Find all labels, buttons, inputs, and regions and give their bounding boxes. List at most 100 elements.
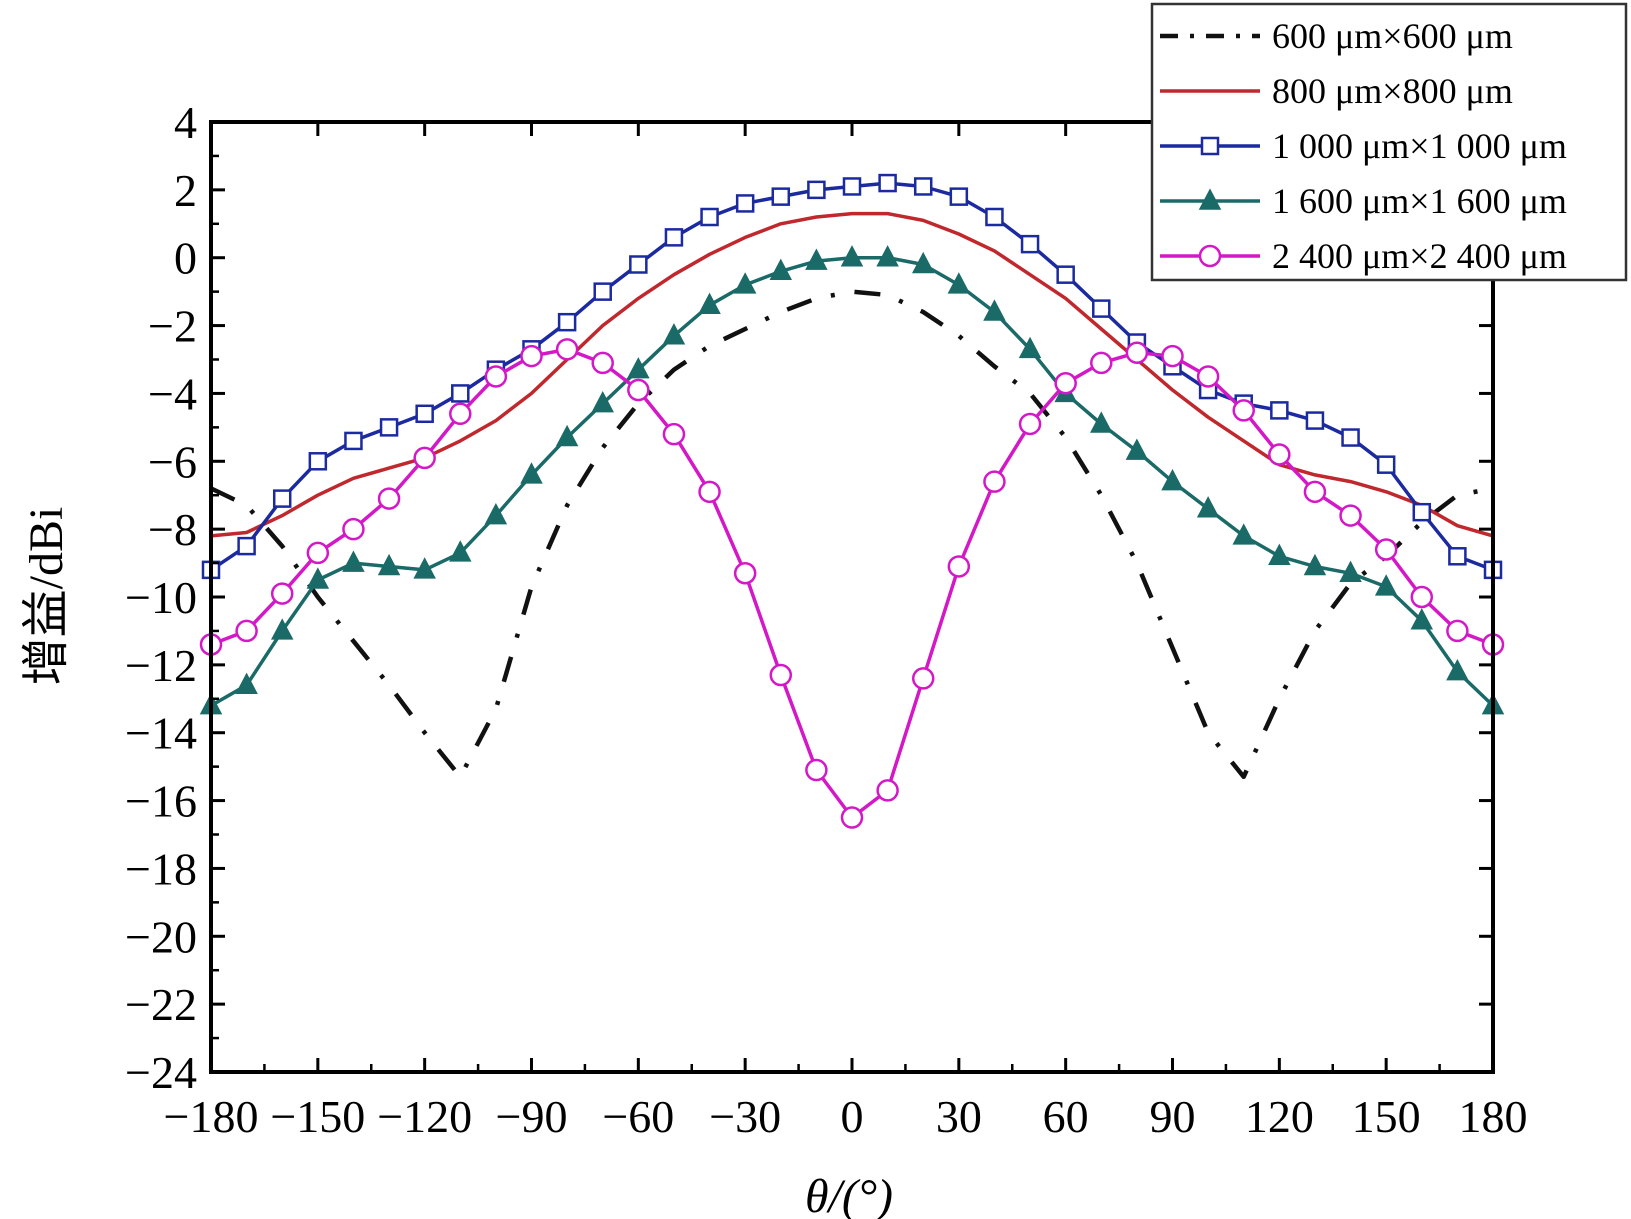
series-marker <box>1196 365 1220 388</box>
y-tick-label: −18 <box>125 843 197 894</box>
series-marker <box>735 194 755 213</box>
legend-label: 1 600 μm×1 600 μm <box>1272 181 1567 221</box>
series-marker <box>1125 438 1149 460</box>
series-marker <box>520 462 543 484</box>
series-marker <box>700 207 719 227</box>
series-marker <box>1090 411 1113 433</box>
series-marker <box>698 292 721 314</box>
series-marker <box>878 173 897 193</box>
series-marker <box>1410 608 1434 630</box>
series-marker <box>1410 585 1434 609</box>
series-marker <box>1090 351 1113 375</box>
legend-label: 1 000 μm×1 000 μm <box>1272 126 1567 166</box>
series-marker <box>1198 244 1222 268</box>
x-tick-label: −180 <box>164 1091 259 1142</box>
series-marker <box>306 541 330 565</box>
series-marker <box>1339 560 1362 582</box>
series-marker <box>484 502 508 525</box>
series-marker <box>1268 443 1291 466</box>
legend-entry: 600 μm×600 μm <box>1160 16 1513 56</box>
series-marker <box>520 344 543 368</box>
series-marker <box>235 672 258 694</box>
series-marker <box>1125 341 1149 364</box>
x-tick-label: −120 <box>377 1091 472 1142</box>
series-marker <box>1020 234 1040 254</box>
series-marker <box>1232 523 1255 545</box>
legend-label: 800 μm×800 μm <box>1272 71 1513 111</box>
series-marker <box>308 452 328 471</box>
legend-entry: 2 400 μm×2 400 μm <box>1160 236 1567 276</box>
series-marker <box>771 187 791 206</box>
x-tick-label: −60 <box>602 1091 674 1142</box>
series-marker <box>449 540 472 562</box>
series-marker <box>1161 344 1184 368</box>
y-tick-label: −10 <box>125 572 197 623</box>
series-marker <box>805 758 828 782</box>
series-marker <box>1092 299 1111 318</box>
x-tick-label: 120 <box>1245 1091 1314 1142</box>
series-marker <box>949 187 969 206</box>
series-marker <box>342 550 365 572</box>
series-marker <box>557 312 577 332</box>
y-tick-label: −24 <box>125 1047 197 1098</box>
series-marker <box>1161 469 1184 491</box>
series-marker <box>662 323 686 345</box>
series-marker <box>1303 480 1327 504</box>
series-marker <box>733 562 757 585</box>
legend-box <box>1150 2 1628 282</box>
series-marker <box>698 480 721 504</box>
series-marker <box>913 177 933 196</box>
series-marker <box>413 446 436 470</box>
series-marker <box>1339 504 1362 527</box>
series-marker <box>1054 372 1077 395</box>
series-marker <box>805 248 828 270</box>
series-marker <box>985 207 1004 227</box>
series-line <box>210 289 1494 780</box>
series-layer <box>199 173 1505 829</box>
series-marker <box>484 365 508 388</box>
series-marker <box>807 180 826 200</box>
y-tick-label: −4 <box>148 368 197 419</box>
series-marker <box>1446 619 1469 643</box>
x-tick-label: 0 <box>841 1091 864 1142</box>
series-marker <box>1018 412 1042 436</box>
series-line <box>210 347 1494 820</box>
series-marker <box>876 779 899 802</box>
y-tick-label: −2 <box>148 301 197 352</box>
y-tick-label: 4 <box>174 97 197 148</box>
legend-entry: 1 000 μm×1 000 μm <box>1160 126 1567 166</box>
series-marker <box>377 487 401 510</box>
series-marker <box>947 272 971 294</box>
series-marker <box>1374 574 1398 596</box>
series-marker <box>1196 496 1220 518</box>
legend-entry: 1 600 μm×1 600 μm <box>1160 181 1567 221</box>
legend-label: 600 μm×600 μm <box>1272 16 1513 56</box>
series-marker <box>1303 553 1327 576</box>
series-marker <box>842 177 862 196</box>
series-marker <box>1341 428 1360 447</box>
series-marker <box>1018 336 1042 359</box>
series-marker <box>1270 401 1289 420</box>
x-tick-label: −90 <box>496 1091 568 1142</box>
series-marker <box>627 357 650 379</box>
series-marker <box>272 489 292 508</box>
y-tick-label: −16 <box>125 776 197 827</box>
series-marker <box>1198 188 1222 210</box>
series-marker <box>270 618 294 640</box>
x-tick-label: −150 <box>270 1091 365 1142</box>
series-marker <box>1412 502 1432 522</box>
series-marker <box>627 378 650 402</box>
series-marker <box>415 404 434 424</box>
series-marker <box>306 567 330 589</box>
y-tick-label: −20 <box>125 911 197 962</box>
series-marker <box>769 663 793 687</box>
series-marker <box>1376 455 1396 474</box>
series-marker <box>342 517 365 541</box>
series-marker <box>449 402 472 426</box>
series-marker <box>947 555 971 578</box>
x-tick-label: 60 <box>1043 1091 1089 1142</box>
y-tick-label: −14 <box>125 708 197 759</box>
series-marker <box>593 282 612 301</box>
series-4 <box>199 338 1505 829</box>
